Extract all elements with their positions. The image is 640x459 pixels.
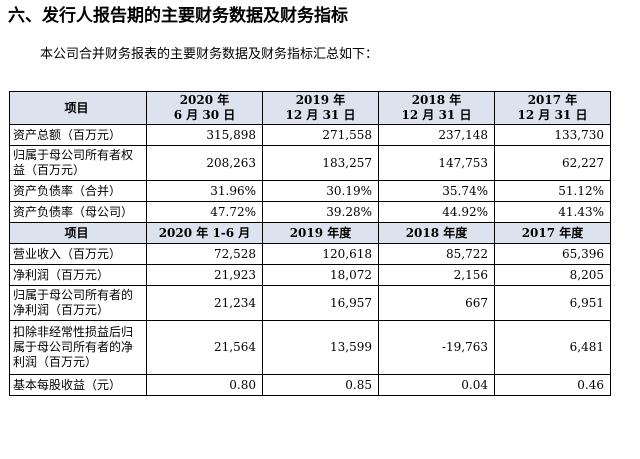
value-cell: 21,564: [146, 320, 263, 375]
table-row: 归属于母公司所有者的净利润（百万元） 21,234 16,957 667 6,9…: [9, 285, 611, 321]
table-row: 资产总额（百万元） 315,898 271,558 237,148 133,73…: [9, 124, 611, 146]
row-label: 营业收入（百万元）: [9, 243, 147, 265]
value-cell: 31.96%: [146, 180, 263, 202]
row-label: 扣除非经常性损益后归属于母公司所有者的净利润（百万元）: [9, 320, 147, 375]
value-cell: 0.80: [146, 374, 263, 396]
table-row: 净利润（百万元） 21,923 18,072 2,156 8,205: [9, 264, 611, 286]
value-cell: 65,396: [494, 243, 611, 265]
row-label: 资产负债率（合并）: [9, 180, 147, 202]
header-period-cell: 2019 年度: [262, 222, 379, 244]
row-label: 基本每股收益（元）: [9, 374, 147, 396]
value-cell: 21,923: [146, 264, 263, 286]
income-header-row: 项目 2020 年 1-6 月 2019 年度 2018 年度 2017 年度: [9, 222, 611, 244]
value-cell: 30.19%: [262, 180, 379, 202]
value-cell: 13,599: [262, 320, 379, 375]
value-cell: 120,618: [262, 243, 379, 265]
header-period-cell: 2018 年度: [378, 222, 495, 244]
table-row: 基本每股收益（元） 0.80 0.85 0.04 0.46: [9, 374, 611, 396]
value-cell: 47.72%: [146, 201, 263, 223]
value-cell: 271,558: [262, 124, 379, 146]
value-cell: 35.74%: [378, 180, 495, 202]
value-cell: 8,205: [494, 264, 611, 286]
value-cell: 16,957: [262, 285, 379, 321]
value-cell: 2,156: [378, 264, 495, 286]
value-cell: 51.12%: [494, 180, 611, 202]
table-row: 归属于母公司所有者权益（百万元） 208,263 183,257 147,753…: [9, 145, 611, 181]
value-cell: 0.46: [494, 374, 611, 396]
value-cell: 6,951: [494, 285, 611, 321]
row-label: 资产总额（百万元）: [9, 124, 147, 146]
section-heading: 六、发行人报告期的主要财务数据及财务指标: [8, 6, 348, 26]
value-cell: 183,257: [262, 145, 379, 181]
value-cell: 72,528: [146, 243, 263, 265]
intro-paragraph: 本公司合并财务报表的主要财务数据及财务指标汇总如下：: [40, 47, 379, 62]
header-period-cell: 2017 年度: [494, 222, 611, 244]
row-label: 净利润（百万元）: [9, 264, 147, 286]
table-row: 扣除非经常性损益后归属于母公司所有者的净利润（百万元） 21,564 13,59…: [9, 320, 611, 375]
row-label: 资产负债率（母公司）: [9, 201, 147, 223]
row-label: 归属于母公司所有者权益（百万元）: [9, 145, 147, 181]
value-cell: 85,722: [378, 243, 495, 265]
table-row: 资产负债率（合并） 31.96% 30.19% 35.74% 51.12%: [9, 180, 611, 202]
value-cell: 133,730: [494, 124, 611, 146]
value-cell: -19,763: [378, 320, 495, 375]
value-cell: 44.92%: [378, 201, 495, 223]
value-cell: 41.43%: [494, 201, 611, 223]
value-cell: 147,753: [378, 145, 495, 181]
value-cell: 667: [378, 285, 495, 321]
value-cell: 208,263: [146, 145, 263, 181]
header-date-cell: 2017 年 12 月 31 日: [494, 91, 611, 125]
value-cell: 315,898: [146, 124, 263, 146]
header-period-cell: 2020 年 1-6 月: [146, 222, 263, 244]
value-cell: 0.04: [378, 374, 495, 396]
value-cell: 62,227: [494, 145, 611, 181]
table-row: 营业收入（百万元） 72,528 120,618 85,722 65,396: [9, 243, 611, 265]
value-cell: 0.85: [262, 374, 379, 396]
value-cell: 237,148: [378, 124, 495, 146]
header-item-cell: 项目: [9, 91, 147, 125]
table-row: 资产负债率（母公司） 47.72% 39.28% 44.92% 41.43%: [9, 201, 611, 223]
value-cell: 6,481: [494, 320, 611, 375]
value-cell: 21,234: [146, 285, 263, 321]
value-cell: 39.28%: [262, 201, 379, 223]
header-item-cell: 项目: [9, 222, 147, 244]
header-date-cell: 2019 年 12 月 31 日: [262, 91, 379, 125]
value-cell: 18,072: [262, 264, 379, 286]
row-label: 归属于母公司所有者的净利润（百万元）: [9, 285, 147, 321]
header-date-cell: 2018 年 12 月 31 日: [378, 91, 495, 125]
